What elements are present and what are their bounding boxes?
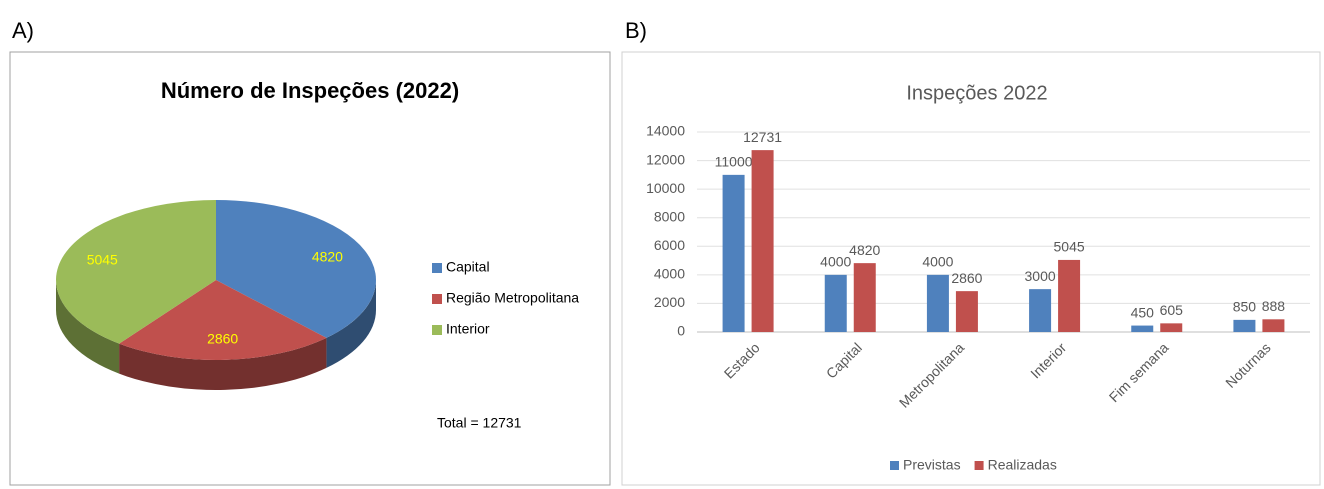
y-tick-label: 4000 [654,266,685,282]
data-label: 5045 [1054,239,1085,255]
legend-swatch [432,263,442,273]
bar [926,274,949,332]
data-label: 4820 [312,248,343,264]
bar [1058,259,1081,332]
legend-label: Capital [446,259,490,275]
y-tick-label: 10000 [646,180,685,196]
y-tick-label: 8000 [654,208,685,224]
bar [1160,323,1183,332]
slice-side [56,280,120,374]
legend-label: Região Metropolitana [446,290,579,306]
data-label: 4000 [820,254,851,270]
bar [955,291,978,332]
data-label: 850 [1233,299,1257,315]
panel-label: B) [625,18,647,43]
data-label: 5045 [87,252,118,268]
chart-title: Inspeções 2022 [906,82,1047,104]
legend-swatch [974,461,984,470]
bar [853,263,876,332]
bar [722,174,745,332]
slice [55,200,216,344]
data-label: 4000 [922,254,953,270]
legend-swatch [432,325,442,335]
chart-title: Número de Inspeções (2022) [161,78,459,103]
data-label: 12731 [743,129,782,145]
legend-label: Previstas [903,457,961,473]
legend-label: Interior [446,321,490,337]
data-label: 2860 [207,331,238,347]
annotation: Total = 12731 [437,415,522,431]
data-label: 888 [1262,298,1286,314]
slice-side [119,337,327,390]
y-tick-label: 6000 [654,237,685,253]
data-label: 605 [1160,302,1184,318]
legend-swatch [890,461,899,470]
data-label: 450 [1131,304,1155,320]
bar [1233,319,1256,332]
data-label: 2860 [951,270,982,286]
bar [751,150,774,332]
bar [1029,289,1052,332]
bar [1262,319,1285,332]
y-tick-label: 12000 [646,151,685,167]
slice [216,200,377,338]
bar [824,274,847,332]
y-tick-label: 14000 [646,123,685,139]
y-tick-label: 2000 [654,294,685,310]
data-label: 3000 [1025,268,1056,284]
y-tick-label: 0 [677,323,685,339]
data-label: 11000 [715,154,753,170]
slice [119,280,327,360]
legend-label: Realizadas [988,457,1057,473]
legend-swatch [432,294,442,304]
bar [1131,325,1154,332]
data-label: 4820 [849,242,880,258]
panel-label: A) [12,18,34,43]
slice-side [326,280,376,368]
